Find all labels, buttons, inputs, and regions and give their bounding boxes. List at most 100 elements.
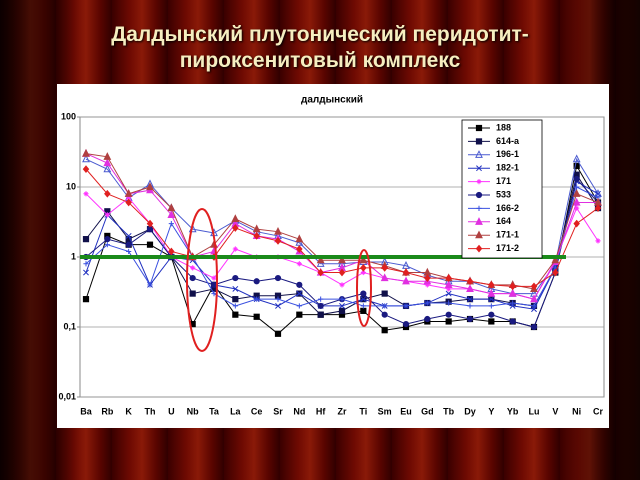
marker: [190, 265, 196, 271]
marker: [211, 291, 217, 297]
legend-marker: [475, 150, 483, 158]
marker: [574, 205, 580, 211]
marker: [338, 268, 346, 277]
marker: [360, 269, 366, 276]
legend-marker: [476, 179, 482, 185]
marker: [82, 154, 90, 163]
x-tick-label: K: [125, 406, 132, 416]
highlight-ellipse: [356, 249, 372, 327]
marker: [551, 255, 560, 264]
marker: [487, 288, 496, 297]
marker: [509, 302, 516, 309]
x-tick-label: Nd: [293, 406, 305, 416]
legend-marker: [475, 217, 483, 225]
marker: [318, 296, 324, 302]
legend-label: 166-2: [496, 203, 519, 213]
marker: [167, 210, 176, 218]
x-tick-label: Lu: [529, 406, 540, 416]
marker: [381, 311, 388, 318]
marker: [339, 302, 345, 309]
marker: [253, 278, 260, 285]
marker: [572, 197, 581, 206]
legend-marker: [476, 205, 482, 211]
marker: [232, 311, 239, 318]
marker: [274, 274, 282, 282]
marker: [296, 303, 302, 309]
marker: [509, 318, 516, 325]
marker: [339, 296, 345, 302]
marker: [445, 274, 452, 282]
chart-title: далдынский: [301, 95, 363, 106]
marker: [104, 242, 110, 248]
marker: [573, 175, 580, 183]
marker: [424, 274, 431, 282]
marker: [595, 190, 601, 197]
marker: [296, 311, 303, 318]
marker: [573, 162, 580, 170]
marker: [402, 276, 410, 285]
legend-marker: [475, 230, 483, 239]
marker: [189, 290, 196, 297]
title-line: пироксенитовый комплекс: [179, 49, 461, 72]
marker: [573, 219, 580, 228]
legend-label: 188: [496, 122, 511, 132]
marker: [146, 219, 154, 228]
x-tick-label: Ti: [359, 406, 367, 416]
marker: [338, 255, 346, 264]
marker: [403, 303, 409, 309]
marker: [445, 290, 452, 297]
x-tick-label: Rb: [101, 406, 113, 416]
marker: [402, 268, 410, 277]
marker: [168, 221, 174, 227]
marker: [316, 255, 325, 264]
x-tick-label: Gd: [421, 406, 434, 416]
x-tick-label: Th: [145, 406, 156, 416]
legend-label: 171-2: [496, 243, 519, 253]
marker: [317, 268, 324, 277]
marker: [296, 261, 302, 267]
x-tick-label: Dy: [464, 406, 476, 416]
y-tick-label: 0,01: [58, 391, 76, 401]
marker: [104, 212, 110, 218]
legend-label: 171: [496, 176, 511, 186]
marker: [274, 330, 282, 337]
marker: [189, 274, 196, 282]
marker: [253, 313, 260, 320]
legend-marker: [475, 191, 483, 199]
y-tick-label: 100: [61, 111, 76, 121]
legend-marker: [475, 138, 483, 145]
marker: [295, 234, 304, 243]
x-tick-label: V: [552, 406, 558, 416]
marker: [82, 165, 90, 174]
marker: [232, 224, 239, 232]
marker: [531, 306, 537, 313]
marker: [126, 195, 132, 201]
x-tick-label: Y: [488, 406, 494, 416]
marker: [274, 236, 282, 245]
marker: [488, 280, 495, 289]
marker: [296, 281, 303, 288]
marker: [125, 232, 132, 239]
marker: [147, 282, 153, 288]
marker: [594, 204, 602, 212]
legend-label: 171-1: [496, 230, 519, 240]
marker: [338, 307, 346, 314]
marker: [572, 154, 581, 163]
marker: [424, 282, 430, 288]
series-group: [80, 148, 602, 337]
marker: [530, 294, 538, 303]
x-tick-label: Sm: [378, 406, 392, 416]
marker: [446, 300, 452, 306]
x-tick-label: Nb: [187, 406, 199, 416]
marker: [466, 284, 474, 293]
marker: [232, 303, 238, 309]
highlight-ellipse: [186, 208, 218, 352]
marker: [508, 288, 517, 297]
marker: [467, 296, 473, 303]
marker: [595, 238, 601, 244]
marker: [360, 290, 367, 297]
marker: [124, 189, 133, 197]
marker: [574, 184, 580, 190]
marker: [82, 296, 90, 303]
